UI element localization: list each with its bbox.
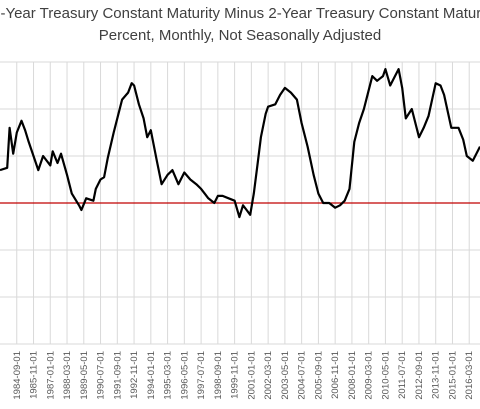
x-tick-label: 2012-09-01 [414,351,425,400]
x-tick-label: 2005-09-01 [313,351,324,400]
x-tick-label: 1995-03-01 [163,351,174,400]
x-tick-label: 2016-03-01 [464,351,475,400]
x-tick-label: 2002-03-01 [263,351,274,400]
x-tick-label: 2003-05-01 [280,351,291,400]
x-tick-label: 1988-03-01 [62,351,73,400]
x-tick-label: 1994-01-01 [146,351,157,400]
x-tick-label: 1987-01-01 [45,351,56,400]
x-tick-label: 2010-05-01 [380,351,391,400]
x-tick-label: 1989-05-01 [79,351,90,400]
x-tick-label: 2006-11-01 [330,351,341,399]
x-tick-label: 2009-03-01 [364,351,375,400]
x-axis-tick-labels: 1984-09-01 1985-11-01 1987-01-01 1988-03-01… [12,351,475,400]
x-tick-label: 1990-07-01 [96,351,107,400]
x-tick-label: 2008-01-01 [347,351,358,400]
x-tick-label: 1984-09-01 [12,351,23,400]
x-tick-label: 1999-11-01 [230,351,241,399]
x-tick-label: 1985-11-01 [29,351,40,399]
x-tick-label: 2004-07-01 [297,351,308,400]
x-tick-label: 2015-01-01 [447,351,458,400]
x-tick-label: 1998-09-01 [213,351,224,400]
series-line [0,67,480,219]
x-tick-label: 2011-07-01 [397,351,408,399]
chart-subtitle: Percent, Monthly, Not Seasonally Adjuste… [99,27,381,44]
chart-title: 10-Year Treasury Constant Maturity Minus… [0,5,480,22]
x-tick-label: 1997-07-01 [196,351,207,400]
x-tick-label: 1992-11-01 [129,351,140,399]
x-tick-label: 1996-05-01 [179,351,190,400]
x-tick-label: 1991-09-01 [112,351,123,400]
x-tick-label: 2013-11-01 [431,351,442,399]
x-tick-label: 2001-01-01 [246,351,257,400]
